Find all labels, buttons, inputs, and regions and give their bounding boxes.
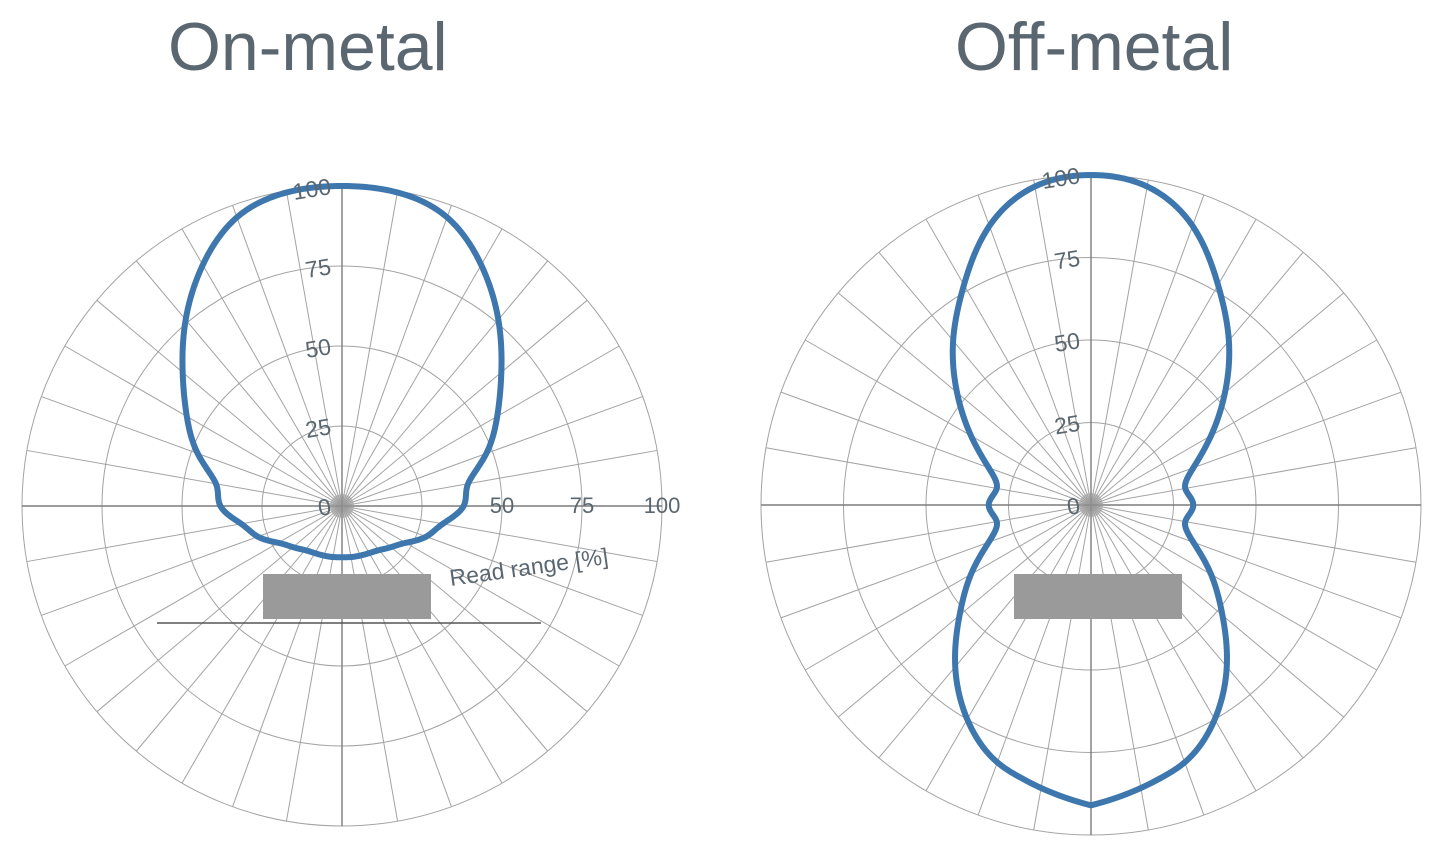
svg-text:100: 100 (1040, 162, 1082, 194)
svg-text:50: 50 (1052, 327, 1081, 357)
svg-text:75: 75 (1052, 245, 1081, 275)
svg-text:75: 75 (570, 493, 594, 518)
svg-text:25: 25 (1052, 410, 1081, 440)
svg-text:50: 50 (490, 493, 514, 518)
svg-text:75: 75 (303, 253, 332, 283)
svg-text:0: 0 (316, 493, 333, 521)
svg-text:25: 25 (303, 413, 332, 443)
svg-text:100: 100 (291, 173, 333, 205)
svg-text:100: 100 (644, 493, 681, 518)
svg-text:50: 50 (303, 333, 332, 363)
svg-text:Read range [%]: Read range [%] (448, 543, 610, 591)
svg-text:0: 0 (1065, 492, 1082, 520)
